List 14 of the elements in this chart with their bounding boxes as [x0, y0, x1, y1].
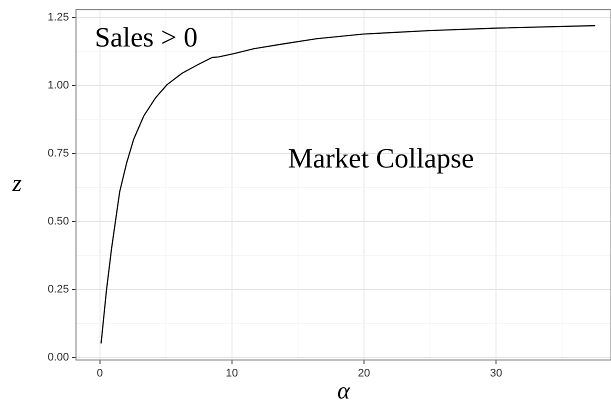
- y-axis-title: z: [11, 171, 22, 198]
- x-axis-title: α: [337, 378, 350, 404]
- y-tick-label: 1.00: [48, 80, 69, 92]
- y-tick-label: 0.00: [48, 352, 69, 364]
- annotation: Sales > 0: [94, 22, 198, 54]
- y-tick-label: 1.25: [48, 12, 69, 24]
- y-tick-label: 0.75: [48, 148, 69, 160]
- x-tick-label: 20: [358, 368, 370, 380]
- x-tick-label: 30: [490, 368, 502, 380]
- y-tick-label: 0.25: [48, 284, 69, 296]
- annotation: Market Collapse: [288, 144, 474, 175]
- x-tick-label: 0: [96, 368, 103, 380]
- y-tick-label: 0.50: [48, 216, 69, 228]
- x-tick-label: 10: [226, 368, 238, 380]
